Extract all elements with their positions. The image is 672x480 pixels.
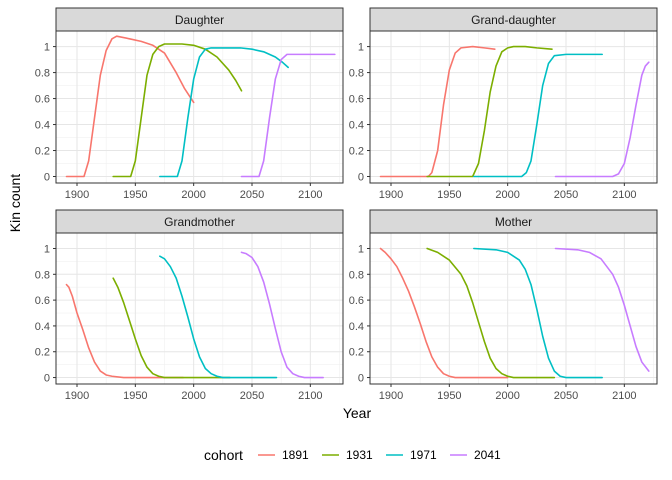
x-tick-label: 2100 [612, 189, 636, 201]
y-tick-label: 0 [358, 373, 364, 385]
y-tick-label: 0.2 [349, 347, 364, 359]
series-line-grand-daughter-2041 [554, 61, 650, 178]
x-tick-label: 2000 [495, 390, 519, 402]
strip-label-grandmother: Grandmother [164, 215, 235, 229]
x-tick-label: 2050 [240, 189, 264, 201]
x-tick-label: 1950 [123, 390, 147, 402]
y-tick-label: 0 [358, 172, 364, 184]
x-tick-label: 1950 [437, 390, 461, 402]
series-line-grandmother-1891 [65, 283, 184, 379]
y-tick-label: 0 [44, 373, 50, 385]
legend-label-2041: 2041 [474, 448, 501, 462]
x-tick-label: 1900 [65, 390, 89, 402]
strip-label-grand-daughter: Grand-daughter [471, 13, 556, 27]
x-tick-label: 1900 [65, 189, 89, 201]
panels-layer: Daughter 1900 1950 2000 2050 2100 0 0.2 0.4 0.6 0.… [35, 7, 658, 402]
series-line-daughter-1931 [112, 43, 243, 178]
y-tick-label: 0.6 [35, 295, 50, 307]
legend-entry-2041: 2041 [450, 448, 501, 462]
series-line-grandmother-2041 [240, 251, 324, 379]
legend-label-1931: 1931 [346, 448, 373, 462]
series-line-grand-daughter-1891 [379, 45, 496, 178]
x-axis-title: Year [343, 405, 372, 421]
panel-background [370, 233, 657, 384]
panel-background [370, 31, 657, 183]
y-tick-label: 0.8 [349, 269, 364, 281]
x-tick-label: 2000 [181, 390, 205, 402]
y-tick-label: 0.6 [349, 295, 364, 307]
x-tick-label: 2100 [298, 390, 322, 402]
y-tick-label: 0.8 [349, 68, 364, 80]
legend: cohort 1891 1931 1971 2041 [204, 447, 501, 463]
x-tick-label: 1900 [379, 189, 403, 201]
y-tick-label: 1 [44, 42, 50, 54]
series-line-daughter-2041 [240, 53, 336, 178]
y-tick-label: 0.6 [349, 94, 364, 106]
y-tick-label: 0.6 [35, 94, 50, 106]
x-tick-label: 1950 [437, 189, 461, 201]
y-tick-label: 0.4 [35, 321, 50, 333]
panel-grand-daughter: Grand-daughter 1900 1950 2000 2050 2100 0 0.2 0.… [349, 7, 658, 201]
y-tick-label: 1 [358, 243, 364, 255]
x-tick-label: 2000 [181, 189, 205, 201]
x-tick-label: 2100 [612, 390, 636, 402]
series-line-mother-1891 [379, 247, 509, 379]
y-tick-label: 0.2 [35, 347, 50, 359]
y-tick-label: 0.4 [349, 321, 364, 333]
y-tick-label: 0.8 [35, 269, 50, 281]
series-line-daughter-1971 [159, 47, 289, 178]
y-tick-label: 1 [358, 42, 364, 54]
legend-title: cohort [204, 447, 243, 463]
strip-label-mother: Mother [495, 215, 532, 229]
legend-entry-1971: 1971 [386, 448, 437, 462]
x-tick-label: 1900 [379, 390, 403, 402]
series-line-daughter-1891 [65, 35, 195, 178]
y-tick-label: 0.2 [35, 146, 50, 158]
panel-border [55, 30, 344, 184]
panel-grandmother: Grandmother 1900 1950 2000 2050 2100 0 0.2 0.4 0.… [35, 209, 344, 402]
y-tick-label: 0 [44, 172, 50, 184]
series-line-grand-daughter-1931 [426, 45, 553, 178]
x-tick-label: 2000 [495, 189, 519, 201]
y-tick-label: 1 [44, 243, 50, 255]
series-line-mother-1971 [473, 247, 603, 379]
y-tick-label: 0.2 [349, 146, 364, 158]
legend-entry-1891: 1891 [258, 448, 309, 462]
series-line-mother-1931 [426, 247, 556, 379]
y-axis-title: Kin count [7, 174, 23, 232]
series-line-grandmother-1971 [159, 255, 278, 379]
x-tick-label: 2050 [240, 390, 264, 402]
x-tick-label: 2050 [554, 390, 578, 402]
x-tick-label: 1950 [123, 189, 147, 201]
series-line-grand-daughter-1971 [473, 53, 603, 178]
panel-daughter: Daughter 1900 1950 2000 2050 2100 0 0.2 0.4 0.6 0.… [35, 7, 344, 201]
x-tick-label: 2050 [554, 189, 578, 201]
x-tick-label: 2100 [298, 189, 322, 201]
panel-background [56, 233, 343, 384]
series-line-grandmother-1931 [112, 277, 231, 379]
legend-label-1891: 1891 [282, 448, 309, 462]
panel-border [369, 232, 658, 385]
series-line-mother-2041 [554, 247, 650, 372]
panel-border [369, 30, 658, 184]
y-tick-label: 0.4 [35, 120, 50, 132]
panel-mother: Mother 1900 1950 2000 2050 2100 0 0.2 0.4 0.6 0.8 1 [349, 209, 658, 402]
panel-border [55, 232, 344, 385]
legend-label-1971: 1971 [410, 448, 437, 462]
y-tick-label: 0.8 [35, 68, 50, 80]
legend-entry-1931: 1931 [322, 448, 373, 462]
y-tick-label: 0.4 [349, 120, 364, 132]
strip-label-daughter: Daughter [175, 13, 224, 27]
